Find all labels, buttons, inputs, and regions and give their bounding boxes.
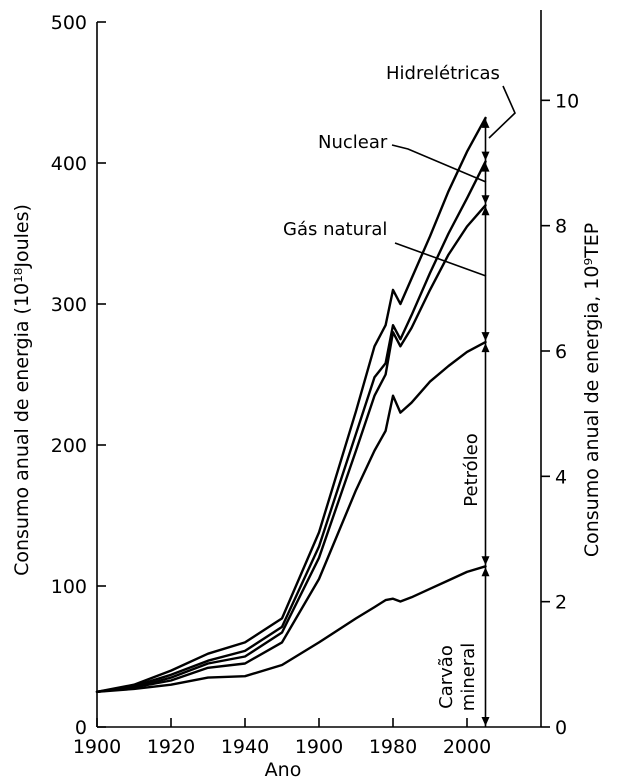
- left-y-ticks: 0 100 200 300 400 500: [51, 12, 106, 739]
- series-line: [95, 565, 487, 693]
- series-label: Hidrelétricas: [386, 63, 500, 84]
- arrow-head: [481, 717, 490, 726]
- right-tick-label: 0: [555, 717, 567, 739]
- series-lines: [95, 116, 487, 693]
- arrow-head: [481, 567, 490, 577]
- right-tick-label: 2: [555, 592, 567, 614]
- right-tick-label: 10: [555, 90, 579, 112]
- bracket-arrows: [481, 117, 490, 727]
- right-y-axis-title: Consumo anual de energia, 10⁹TEP: [581, 223, 603, 557]
- x-tick-label: 1980: [369, 736, 417, 758]
- series-line: [95, 160, 487, 693]
- right-tick-label: 4: [555, 466, 567, 488]
- x-tick-label: 1900: [295, 736, 343, 758]
- right-tick-label: 8: [555, 216, 567, 238]
- left-tick-label: 0: [75, 717, 87, 739]
- series-line: [95, 340, 487, 693]
- left-tick-label: 300: [51, 294, 87, 316]
- left-tick-label: 100: [51, 576, 87, 598]
- arrow-head: [481, 162, 490, 172]
- right-tick-label: 6: [555, 341, 567, 363]
- series-label: Carvãomineral: [436, 643, 479, 711]
- series-label: Gás natural: [283, 219, 387, 240]
- arrow-head: [481, 151, 490, 161]
- series-line: [95, 116, 487, 693]
- x-tick-label: 2000: [443, 736, 491, 758]
- arrow-head: [481, 118, 490, 128]
- x-ticks: 1900 1920 1940 1900 1980 2000: [73, 718, 491, 758]
- series-label: Nuclear: [318, 132, 388, 153]
- series-label: Petróleo: [461, 433, 482, 506]
- x-tick-label: 1900: [73, 736, 121, 758]
- x-tick-label: 1940: [221, 736, 269, 758]
- left-tick-label: 400: [51, 153, 87, 175]
- arrow-head: [481, 556, 490, 566]
- label-leader: [391, 144, 487, 183]
- arrow-head: [481, 343, 490, 353]
- left-tick-label: 500: [51, 12, 87, 34]
- series-annotations: Carvãomineral Petróleo Gás natural Nuclear H…: [283, 63, 516, 711]
- left-tick-label: 200: [51, 435, 87, 457]
- left-y-axis-title: Consumo anual de energia (10¹⁸Joules): [11, 204, 33, 576]
- x-tick-label: 1920: [147, 736, 195, 758]
- series-line: [95, 204, 487, 693]
- arrow-head: [481, 332, 490, 342]
- label-leader: [488, 85, 516, 139]
- right-y-ticks: 0 2 4 6 8 10: [541, 90, 579, 739]
- arrow-head: [481, 195, 490, 205]
- label-leader: [394, 242, 487, 277]
- arrow-head: [481, 206, 490, 216]
- x-axis-title: Ano: [265, 759, 302, 778]
